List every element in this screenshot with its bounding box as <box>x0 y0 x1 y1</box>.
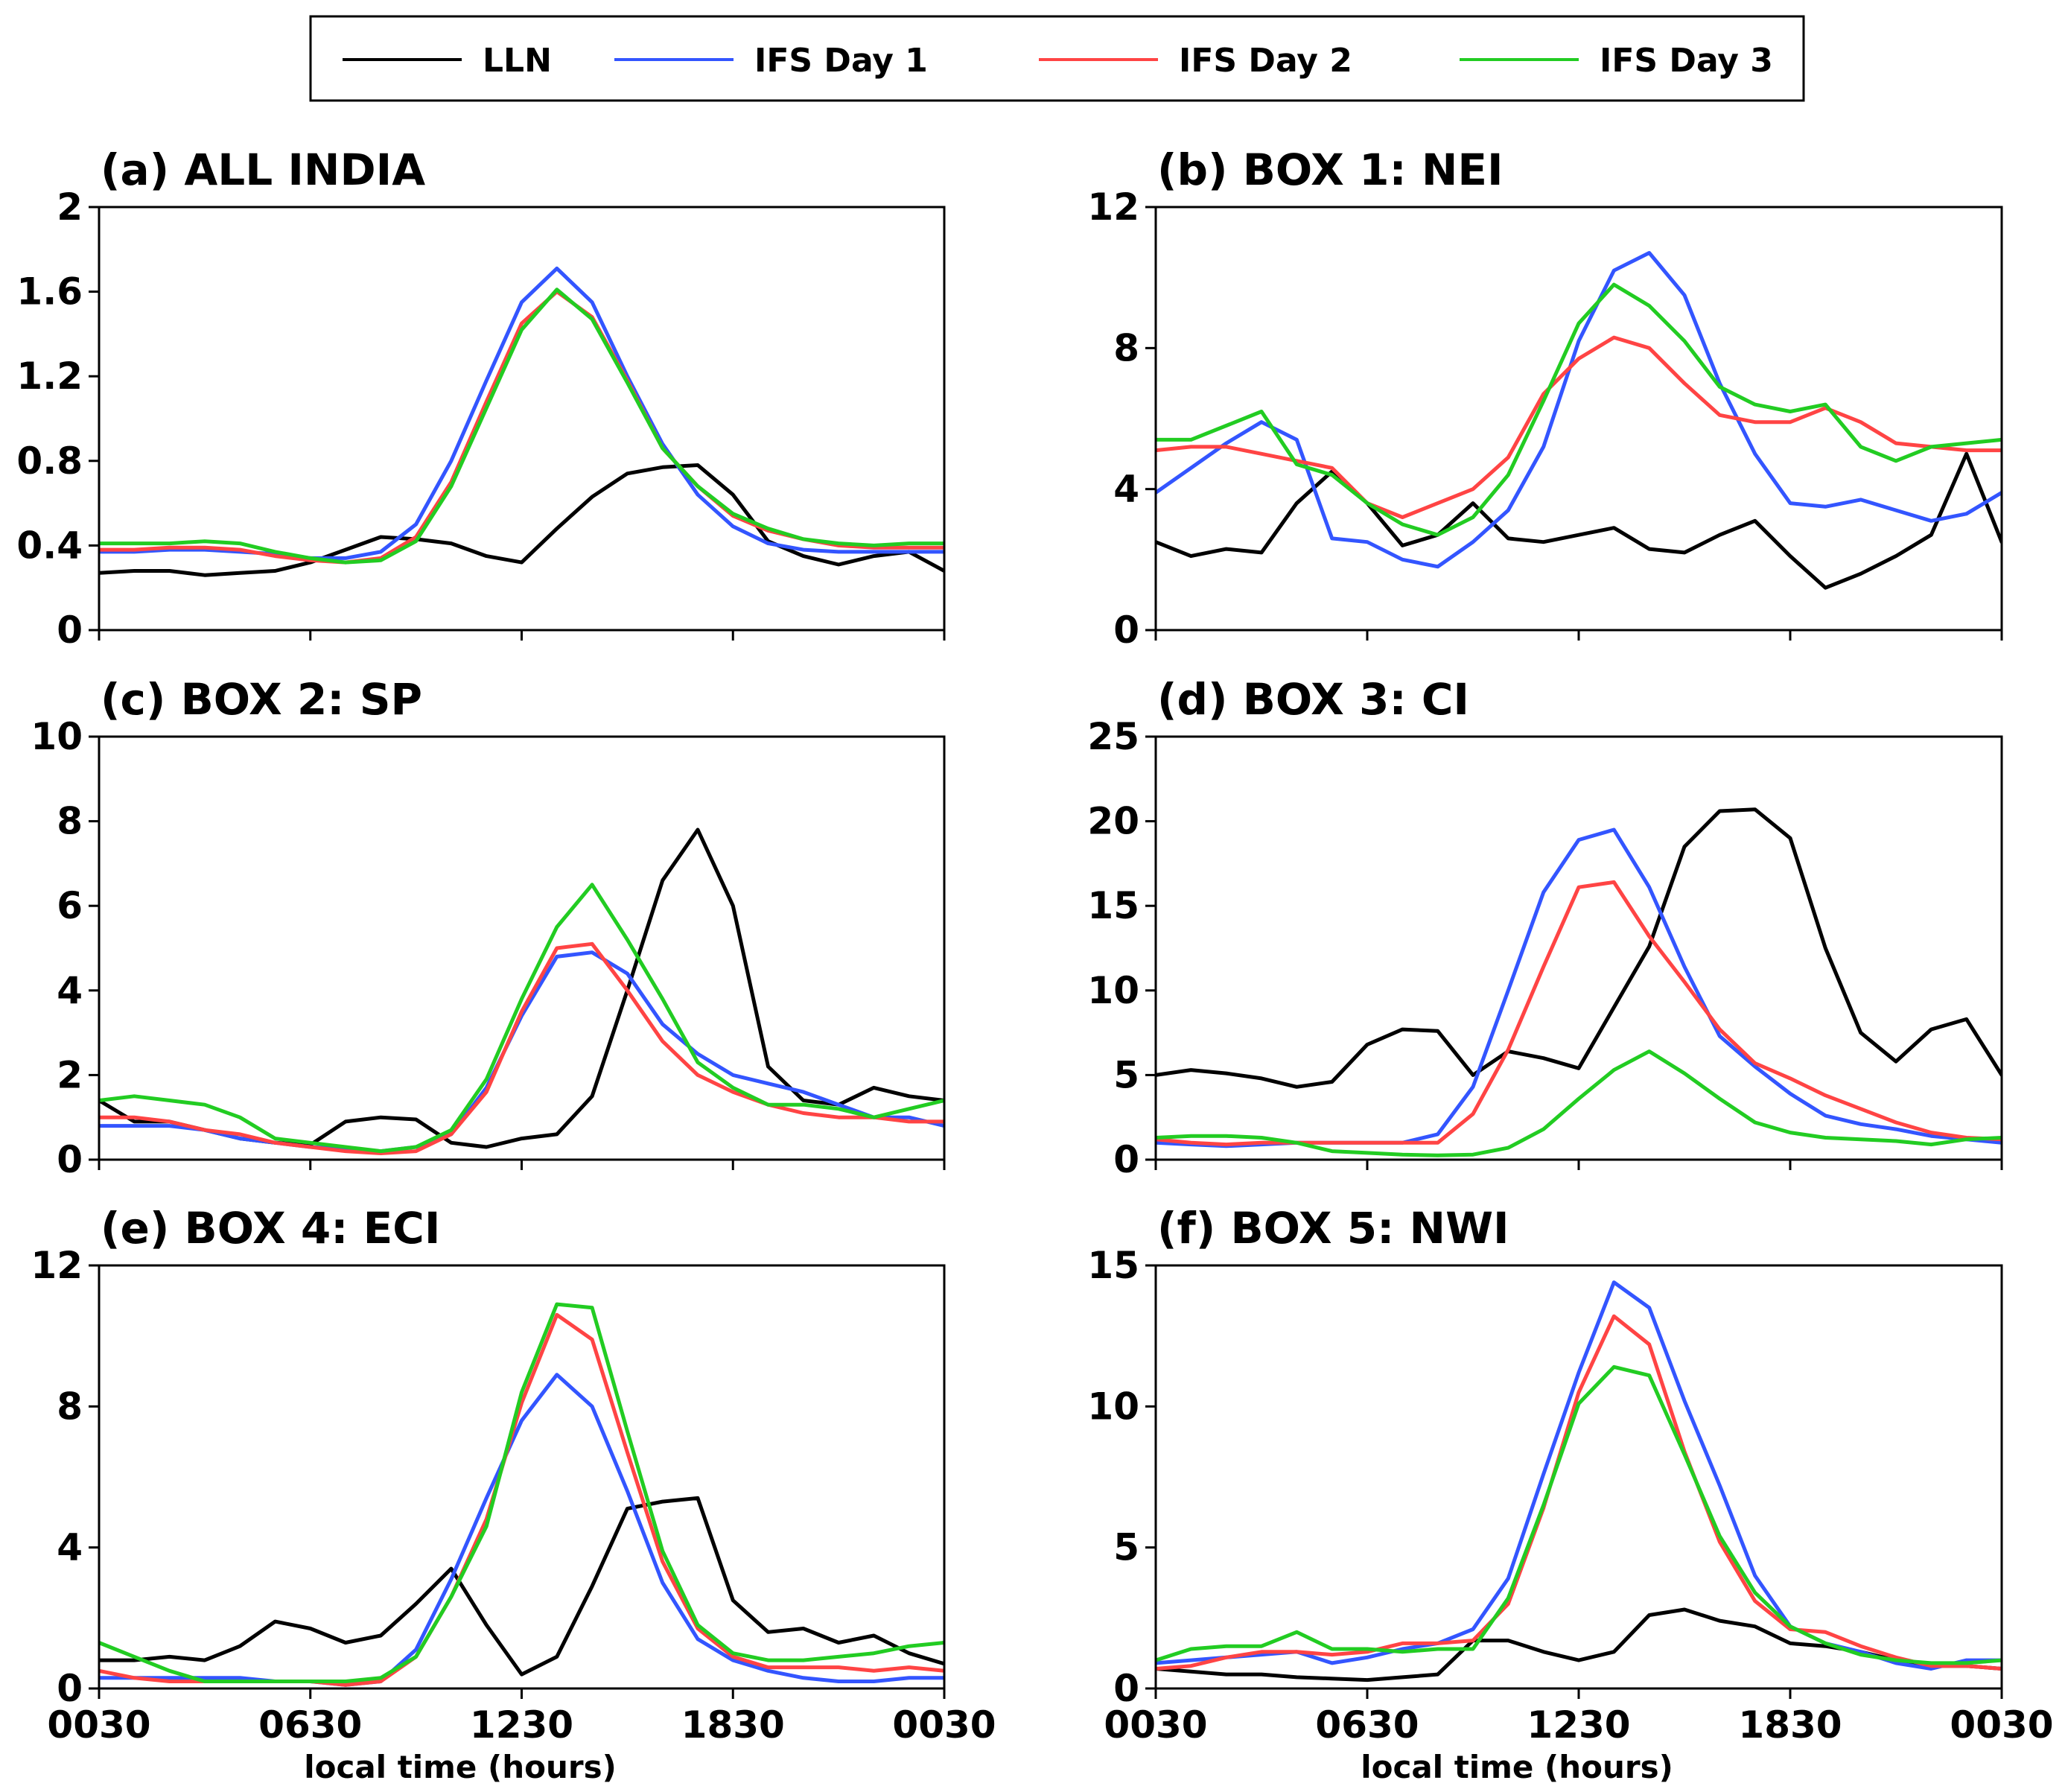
series-line-lln <box>99 827 944 1149</box>
y-tick-label: 15 <box>1087 884 1139 927</box>
y-tick-label: 2 <box>57 185 83 229</box>
panel-title: (e) BOX 4: ECI <box>101 1203 440 1254</box>
panel-title: (c) BOX 2: SP <box>101 674 422 725</box>
chart-panel-0: (a) ALL INDIA 0 0.4 0.8 1.2 1.6 2 <box>16 144 946 652</box>
y-tick-label: 12 <box>1087 185 1139 229</box>
series-line-ifs-day-2 <box>1156 880 2002 1147</box>
series-group <box>1156 1280 2002 1683</box>
chart-panel-1: (b) BOX 1: NEI 0 4 8 12 <box>1087 144 2003 652</box>
y-tick-label: 0.8 <box>16 439 83 483</box>
y-tick-label: 8 <box>1113 326 1139 369</box>
y-tick-label: 5 <box>1113 1053 1139 1096</box>
y-tick-label: 0 <box>57 1138 83 1181</box>
series-group <box>1156 251 2002 590</box>
y-tick-label: 15 <box>1087 1244 1139 1287</box>
series-group <box>99 266 944 577</box>
series-line-lln <box>1156 451 2002 590</box>
y-tick-label: 0 <box>1113 609 1139 652</box>
chart-panel-2: (c) BOX 2: SP 0 2 4 6 8 10 <box>31 674 946 1181</box>
chart-panel-3: (d) BOX 3: CI 0 5 10 15 20 25 <box>1087 674 2003 1181</box>
series-line-ifs-day-3 <box>99 1302 944 1683</box>
series-line-ifs-day-2 <box>1156 335 2002 519</box>
y-tick-label: 0 <box>57 1667 83 1710</box>
x-tick-label: 0030 <box>47 1703 150 1747</box>
series-line-ifs-day-3 <box>1156 1364 2002 1665</box>
x-tick-label: 0030 <box>1950 1703 2053 1747</box>
y-tick-label: 0 <box>57 609 83 652</box>
y-tick-label: 5 <box>1113 1526 1139 1569</box>
series-line-ifs-day-3 <box>1156 1049 2002 1157</box>
panel-title: (d) BOX 3: CI <box>1157 674 1469 725</box>
legend-label-ifs-day-1: IFS Day 1 <box>754 42 928 80</box>
x-tick-label: 0030 <box>892 1703 996 1747</box>
y-tick-label: 20 <box>1087 800 1139 843</box>
x-tick-label: 0030 <box>1104 1703 1207 1747</box>
x-axis-label: local time (hours) <box>1361 1749 1673 1785</box>
x-tick-label: 0630 <box>258 1703 362 1747</box>
y-tick-label: 2 <box>57 1053 83 1096</box>
plot-frame <box>1154 735 2003 1161</box>
y-tick-label: 8 <box>57 800 83 843</box>
plot-frame <box>1154 1264 2003 1690</box>
series-group <box>1156 807 2002 1157</box>
series-group <box>99 827 944 1155</box>
y-tick-label: 10 <box>1087 1385 1139 1428</box>
y-tick-label: 0.4 <box>16 524 83 567</box>
series-line-ifs-day-2 <box>99 941 944 1155</box>
legend: LLN IFS Day 1 IFS Day 2 IFS Day 3 <box>309 15 1805 102</box>
series-line-ifs-day-1 <box>99 950 944 1154</box>
y-tick-label: 4 <box>57 1526 83 1569</box>
series-line-ifs-day-3 <box>99 287 944 565</box>
x-tick-label: 1230 <box>1527 1703 1630 1747</box>
series-line-lln <box>1156 807 2002 1089</box>
plot-frame <box>98 206 946 632</box>
y-tick-label: 0 <box>1113 1138 1139 1181</box>
y-tick-label: 10 <box>1087 969 1139 1012</box>
y-tick-label: 4 <box>57 969 83 1012</box>
y-tick-label: 1.6 <box>16 270 83 314</box>
chart-panel-4: (e) BOX 4: ECI 0 4 8 12 0030 0630 1230 1830 0030 l… <box>31 1203 996 1785</box>
y-tick-label: 10 <box>31 715 83 758</box>
x-tick-label: 1230 <box>470 1703 573 1747</box>
panels: (a) ALL INDIA 0 0.4 0.8 1.2 1.6 2 (b) BOX 1: NE… <box>16 144 2053 1785</box>
series-line-ifs-day-1 <box>1156 1280 2002 1671</box>
y-tick-label: 6 <box>57 884 83 927</box>
series-line-ifs-day-3 <box>1156 282 2002 537</box>
x-tick-label: 0630 <box>1315 1703 1419 1747</box>
y-tick-label: 8 <box>57 1385 83 1428</box>
series-line-ifs-day-1 <box>99 266 944 560</box>
x-tick-label: 1830 <box>681 1703 785 1747</box>
plot-frame <box>98 1264 946 1690</box>
legend-label-ifs-day-3: IFS Day 3 <box>1600 42 1773 80</box>
x-tick-label: 1830 <box>1738 1703 1842 1747</box>
series-line-lln <box>99 1496 944 1677</box>
x-axis-label: local time (hours) <box>304 1749 617 1785</box>
y-tick-label: 25 <box>1087 715 1139 758</box>
series-line-ifs-day-3 <box>99 883 944 1154</box>
chart-panel-5: (f) BOX 5: NWI 0 5 10 15 0030 0630 1230 1830 0030… <box>1087 1203 2053 1785</box>
panel-title: (f) BOX 5: NWI <box>1157 1203 1509 1254</box>
series-line-lln <box>99 463 944 577</box>
y-tick-label: 1.2 <box>16 355 83 398</box>
legend-label-ifs-day-2: IFS Day 2 <box>1179 42 1352 80</box>
series-line-lln <box>1156 1607 2002 1683</box>
legend-label-lln: LLN <box>483 42 552 80</box>
series-line-ifs-day-1 <box>99 1373 944 1687</box>
series-line-ifs-day-2 <box>99 1312 944 1687</box>
series-line-ifs-day-1 <box>1156 251 2002 569</box>
y-tick-label: 12 <box>31 1244 83 1287</box>
panel-title: (b) BOX 1: NEI <box>1157 144 1504 195</box>
y-tick-label: 0 <box>1113 1667 1139 1710</box>
y-tick-label: 4 <box>1113 468 1139 511</box>
panel-title: (a) ALL INDIA <box>101 144 425 195</box>
series-group <box>99 1302 944 1687</box>
series-line-ifs-day-2 <box>1156 1314 2002 1671</box>
